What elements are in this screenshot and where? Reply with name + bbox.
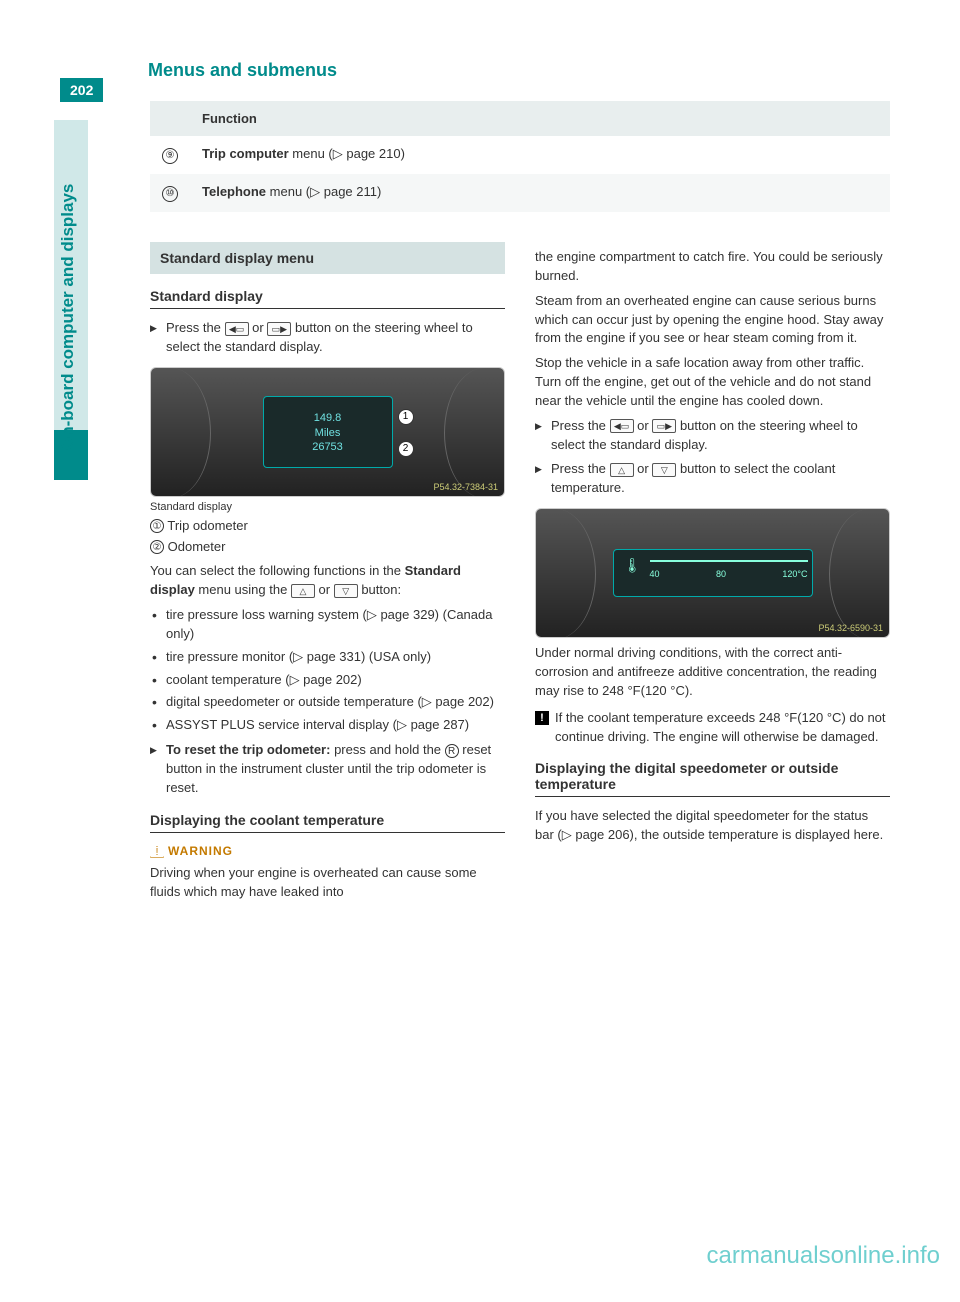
coolant-temp-figure: 🌡 40 80 120°C P54.32-6590-31 <box>535 508 890 638</box>
body-text: the engine compartment to catch fire. Yo… <box>535 248 890 286</box>
watermark: carmanualsonline.info <box>707 1242 940 1270</box>
content-area: Function ⑨ Trip computer menu (▷ page 21… <box>150 101 890 909</box>
figure-caption: Standard display <box>150 501 505 513</box>
table-header: Function <box>190 101 890 136</box>
page-number-tab: 202 <box>60 78 103 102</box>
prev-key-icon: ◀▭ <box>225 322 249 336</box>
function-table: Function ⑨ Trip computer menu (▷ page 21… <box>150 101 890 212</box>
warning-heading: WARNING <box>168 844 233 858</box>
body-text: Stop the vehicle in a safe location away… <box>535 354 890 411</box>
legend-item: ② Odometer <box>150 538 505 557</box>
step-text: Press the ◀▭ or ▭▶ button on the steerin… <box>150 319 505 357</box>
row-text: menu (▷ page 211) <box>266 184 381 199</box>
left-column: Standard display menu Standard display P… <box>150 242 505 909</box>
thermometer-icon: 🌡 <box>624 556 642 575</box>
note-block: ! If the coolant temperature exceeds 248… <box>535 709 890 747</box>
up-key-icon: △ <box>291 584 315 598</box>
row-marker: ⑩ <box>162 186 178 202</box>
next-key-icon: ▭▶ <box>267 322 291 336</box>
sub-heading: Displaying the coolant temperature <box>150 812 505 833</box>
list-item: tire pressure monitor (▷ page 331) (USA … <box>150 648 505 667</box>
body-text: Under normal driving conditions, with th… <box>535 644 890 701</box>
sub-heading: Displaying the digital speedometer or ou… <box>535 760 890 797</box>
figure-id: P54.32-6590-31 <box>818 623 883 633</box>
note-icon: ! <box>535 711 549 725</box>
sub-heading: Standard display <box>150 288 505 309</box>
trip-unit: Miles <box>264 426 392 441</box>
down-key-icon: ▽ <box>652 463 676 477</box>
table-row: ⑨ Trip computer menu (▷ page 210) <box>150 136 890 174</box>
warning-block: ! WARNING Driving when your engine is ove… <box>150 843 505 902</box>
row-text: menu (▷ page 210) <box>289 146 405 161</box>
step-text: Press the ◀▭ or ▭▶ button on the steerin… <box>535 417 890 455</box>
warning-text: Driving when your engine is overheated c… <box>150 864 505 902</box>
body-text: If you have selected the digital speedom… <box>535 807 890 845</box>
up-key-icon: △ <box>610 463 634 477</box>
list-item: tire pressure loss warning system (▷ pag… <box>150 606 505 644</box>
prev-key-icon: ◀▭ <box>610 419 634 433</box>
note-text: If the coolant temperature exceeds 248 °… <box>555 710 886 744</box>
down-key-icon: ▽ <box>334 584 358 598</box>
list-item: coolant temperature (▷ page 202) <box>150 671 505 690</box>
next-key-icon: ▭▶ <box>652 419 676 433</box>
step-text: Press the △ or ▽ button to select the co… <box>535 460 890 498</box>
table-row: ⑩ Telephone menu (▷ page 211) <box>150 174 890 212</box>
list-item: digital speedometer or outside temperatu… <box>150 693 505 712</box>
display-screen: 149.8 Miles 26753 1 2 <box>263 396 393 468</box>
row-marker: ⑨ <box>162 148 178 164</box>
warning-icon: ! <box>150 846 164 858</box>
reset-button-icon: R <box>445 744 459 758</box>
list-item: ASSYST PLUS service interval display (▷ … <box>150 716 505 735</box>
odo-value: 26753 <box>264 440 392 455</box>
side-label: On-board computer and displays <box>58 184 78 450</box>
manual-page: 202 Menus and submenus On-board computer… <box>0 0 960 1280</box>
row-bold: Telephone <box>202 184 266 199</box>
temp-screen: 🌡 40 80 120°C <box>613 549 813 597</box>
page-title: Menus and submenus <box>110 60 890 81</box>
figure-id: P54.32-7384-31 <box>433 482 498 492</box>
standard-display-figure: 149.8 Miles 26753 1 2 P54.32-7384-31 <box>150 367 505 497</box>
callout-2: 2 <box>398 441 414 457</box>
trip-value: 149.8 <box>264 411 392 426</box>
legend-item: ① Trip odometer <box>150 517 505 536</box>
step-text: To reset the trip odometer: press and ho… <box>150 741 505 798</box>
row-bold: Trip computer <box>202 146 289 161</box>
section-heading: Standard display menu <box>150 242 505 274</box>
body-text: You can select the following functions i… <box>150 562 505 600</box>
callout-1: 1 <box>398 409 414 425</box>
right-column: the engine compartment to catch fire. Yo… <box>535 242 890 909</box>
body-text: Steam from an overheated engine can caus… <box>535 292 890 349</box>
